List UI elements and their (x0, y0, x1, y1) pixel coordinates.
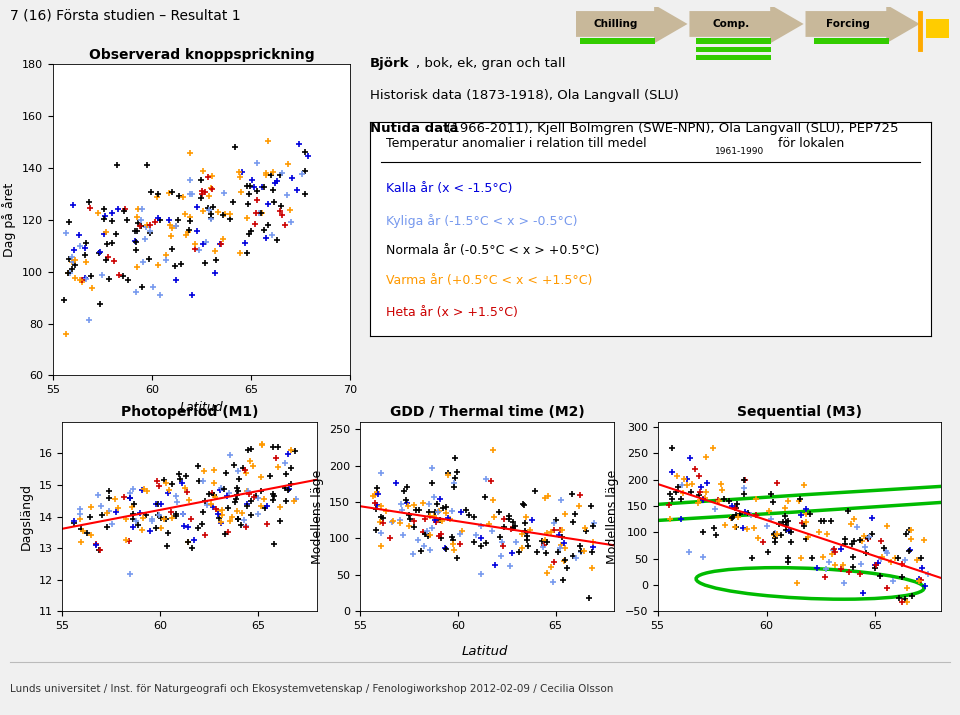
Text: Temperatur anomalier i relation till medel: Temperatur anomalier i relation till med… (387, 137, 647, 149)
Text: Normala år (-0.5°C < x > +0.5°C): Normala år (-0.5°C < x > +0.5°C) (387, 244, 600, 257)
Text: Comp.: Comp. (712, 19, 750, 29)
Text: Varma år (+0.5°C < x < +1.5°C): Varma år (+0.5°C < x < +1.5°C) (387, 274, 593, 287)
Title: Sequential (M3): Sequential (M3) (736, 405, 862, 419)
Text: 7 (16) Första studien – Resultat 1: 7 (16) Första studien – Resultat 1 (10, 9, 240, 23)
Text: (1966-2011), Kjell Bolmgren (SWE-NPN), Ola Langvall (SLU), PEP725: (1966-2011), Kjell Bolmgren (SWE-NPN), O… (442, 122, 899, 134)
Text: Historisk data (1873-1918), Ola Langvall (SLU): Historisk data (1873-1918), Ola Langvall… (370, 89, 679, 102)
FancyBboxPatch shape (573, 4, 687, 44)
Text: Lunds universitet / Inst. för Naturgeografi och Ekosystemvetenskap / Fenologiwor: Lunds universitet / Inst. för Naturgeogr… (10, 684, 613, 694)
Text: Forcing: Forcing (826, 19, 870, 29)
Bar (696, 55, 771, 60)
FancyBboxPatch shape (689, 4, 804, 44)
Text: Heta år (x > +1.5°C): Heta år (x > +1.5°C) (387, 306, 518, 319)
Bar (926, 19, 948, 37)
Bar (696, 46, 771, 52)
Y-axis label: Dagslängd: Dagslängd (20, 483, 33, 550)
Text: 1961-1990: 1961-1990 (715, 147, 764, 157)
Bar (696, 39, 771, 44)
Text: Chilling: Chilling (593, 19, 637, 29)
Text: för lokalen: för lokalen (774, 137, 844, 149)
Y-axis label: Modellens läge: Modellens läge (606, 470, 619, 563)
Text: Latitud: Latitud (462, 645, 508, 658)
Y-axis label: Dag på året: Dag på året (3, 183, 16, 257)
FancyBboxPatch shape (805, 4, 920, 44)
Title: GDD / Thermal time (M2): GDD / Thermal time (M2) (390, 405, 585, 419)
Text: , bok, ek, gran och tall: , bok, ek, gran och tall (416, 57, 565, 70)
Text: Björk: Björk (370, 57, 409, 70)
Text: Kyliga år (-1.5°C < x > -0.5°C): Kyliga år (-1.5°C < x > -0.5°C) (387, 214, 578, 228)
Bar (814, 38, 889, 44)
Y-axis label: Modellens läge: Modellens läge (311, 470, 324, 563)
Title: Observerad knoppsprickning: Observerad knoppsprickning (88, 48, 315, 61)
Bar (580, 38, 655, 44)
Text: Nutida data: Nutida data (370, 122, 458, 134)
Title: Photoperiod (M1): Photoperiod (M1) (121, 405, 258, 419)
Text: Kalla år (x < -1.5°C): Kalla år (x < -1.5°C) (387, 182, 513, 194)
X-axis label: Latitud: Latitud (180, 400, 224, 414)
